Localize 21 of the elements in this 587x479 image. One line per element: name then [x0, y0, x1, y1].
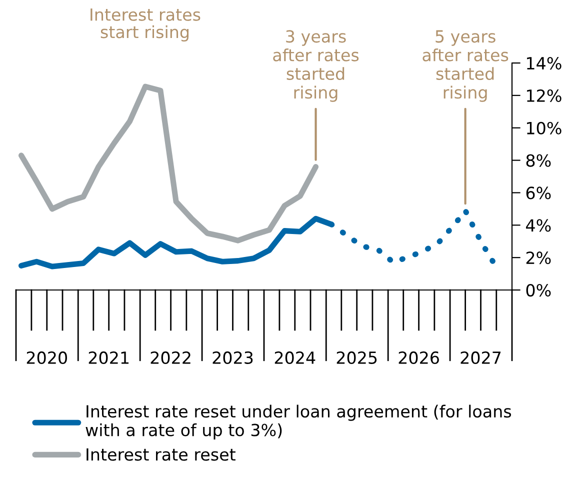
x-tick-label: 2024 [274, 351, 316, 364]
x-tick-label: 2026 [398, 351, 439, 364]
y-tick-label: 2% [526, 252, 551, 264]
legend-label: Interest rate reset under loan agreement (for loans with a rate of up to 3%) [86, 404, 512, 440]
annotation: 5 years after rates started rising [422, 30, 508, 102]
x-tick-label: 2023 [212, 351, 253, 364]
legend-label: Interest rate reset [86, 448, 236, 461]
y-tick-label: 6% [526, 186, 551, 200]
annotation: 3 years after rates started rising [273, 30, 359, 102]
y-tick-label: 8% [526, 154, 551, 167]
x-tick-label: 2025 [336, 351, 377, 364]
y-tick-label: 12% [527, 89, 562, 102]
y-tick-label: 4% [526, 219, 551, 232]
x-tick-label: 2022 [150, 351, 190, 364]
y-tick-label: 10% [527, 122, 562, 134]
x-tick-label: 2021 [88, 351, 129, 364]
x-tick-label: 2027 [460, 351, 501, 364]
y-tick-label: 14% [527, 56, 562, 70]
x-tick-label: 2020 [26, 351, 67, 364]
y-tick-label: 0% [526, 284, 551, 297]
text: Interest rates start rising [90, 8, 200, 42]
